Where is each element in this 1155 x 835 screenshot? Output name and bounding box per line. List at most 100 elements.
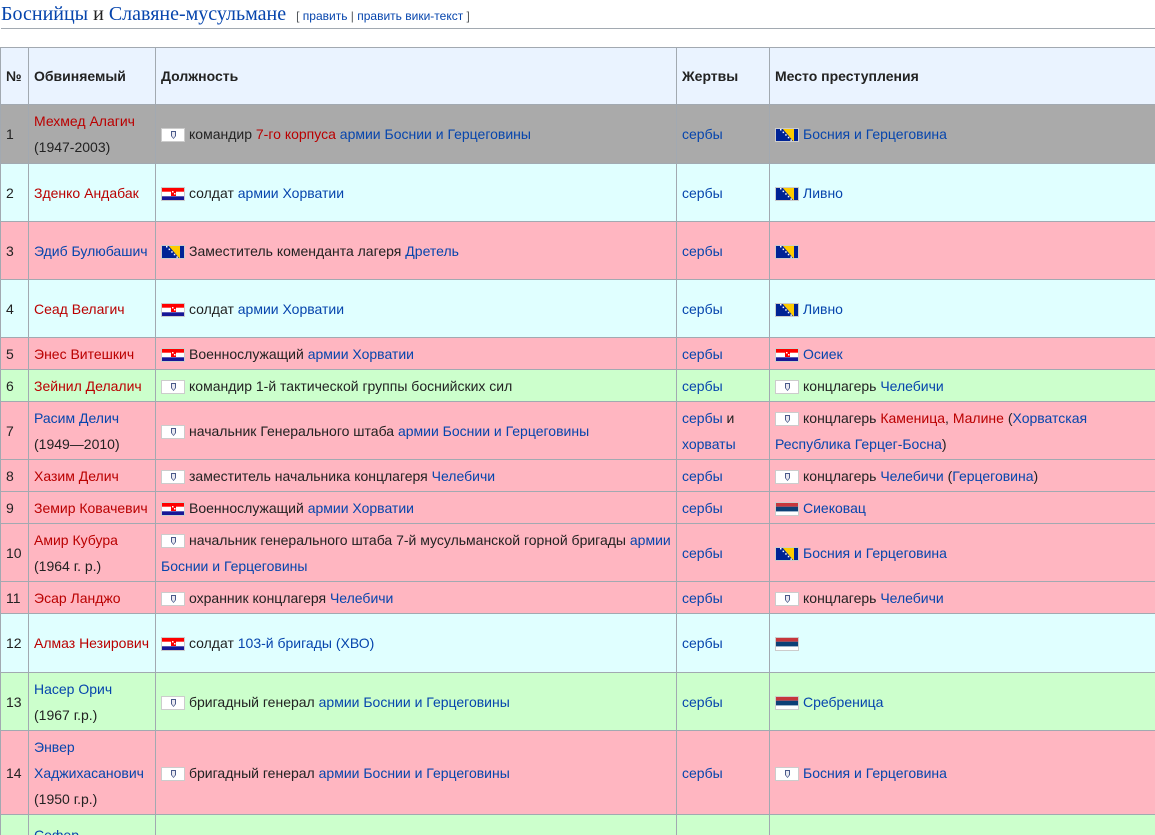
row-number: 7 [6, 422, 14, 439]
link[interactable]: Босния и Герцеговина [803, 544, 947, 561]
flag-icon [775, 766, 799, 781]
link[interactable]: армии Хорватии [237, 300, 345, 317]
link[interactable]: Сеад Велагич [34, 300, 125, 317]
link[interactable]: сербы [682, 635, 723, 651]
link[interactable]: армии Боснии и Герцеговины [161, 531, 671, 574]
link[interactable]: Ливно [803, 300, 843, 317]
link[interactable]: Эсар Ланджо [34, 589, 121, 606]
link[interactable]: сербы [682, 126, 723, 142]
link[interactable]: Малине [952, 409, 1004, 426]
link[interactable]: сербы [682, 693, 723, 710]
link[interactable]: сербы [682, 544, 723, 561]
link[interactable]: Челебичи [329, 589, 394, 606]
row-number: 12 [6, 635, 22, 651]
link[interactable]: Босния и Герцеговина [803, 764, 947, 781]
number-cell: 14 [0, 730, 29, 815]
link[interactable]: армии Хорватии [307, 499, 414, 516]
link[interactable]: Насер Орич [34, 680, 113, 697]
link[interactable]: Ливно [803, 184, 843, 201]
position-cell: охранник концлагеря Челебичи [155, 581, 677, 614]
link[interactable]: армии Боснии и Герцеговины [397, 422, 590, 439]
text: солдат [189, 300, 238, 317]
link[interactable]: Челебичи [431, 467, 496, 484]
link[interactable]: хорваты [682, 435, 736, 452]
link[interactable]: Алмаз Незирович [34, 635, 150, 651]
link[interactable]: Зденко Андабак [34, 184, 139, 201]
number-cell: 7 [0, 401, 29, 460]
flag-icon [775, 546, 799, 561]
row-number: 9 [6, 499, 14, 516]
link[interactable]: Осиек [803, 345, 843, 362]
place-cell: Ливно [769, 279, 1155, 338]
link[interactable]: Хорватская Республика Герцег-Босна [775, 409, 1088, 452]
link[interactable]: армии Хорватии [307, 345, 414, 362]
link[interactable]: Челебичи [880, 589, 944, 606]
flag-icon [775, 347, 799, 362]
years: (1947-2003) [34, 139, 111, 155]
link[interactable]: Энес Витешкич [34, 345, 135, 362]
link[interactable]: Зейнил Делалич [34, 377, 142, 394]
table-row: 5 Энес Витешкич Военнослужащий армии Хорва… [0, 337, 1155, 370]
link[interactable]: Эдиб Булюбашич [34, 242, 148, 259]
position-cell: Военнослужащий армии Хорватии [155, 337, 677, 370]
link[interactable]: сербы [682, 764, 723, 781]
link[interactable]: сербы [682, 345, 723, 362]
link[interactable]: армии Боснии и Герцеговины [318, 693, 510, 710]
text: [ [296, 9, 303, 23]
victims-cell: сербы [676, 730, 770, 815]
link[interactable]: сербы [682, 300, 723, 317]
link[interactable]: Сиековац [803, 499, 866, 516]
accused-cell: Энес Витешкич [28, 337, 156, 370]
link[interactable]: сербы [682, 499, 723, 516]
link[interactable]: Сребреница [803, 693, 884, 710]
link[interactable]: Челебичи [880, 377, 944, 394]
accused-cell: Эсар Ланджо [28, 581, 156, 614]
position-cell: заместитель начальника концлагеря Челеби… [155, 459, 677, 492]
table-row: Сефер [0, 814, 1155, 835]
victims-cell: сербы [676, 459, 770, 492]
link[interactable]: Челебичи [880, 467, 944, 484]
link[interactable]: Земир Ковачевич [34, 499, 148, 516]
link[interactable]: сербы [682, 409, 723, 426]
link[interactable]: сербы [682, 242, 723, 259]
link[interactable]: править [302, 9, 348, 23]
link[interactable]: сербы [682, 467, 723, 484]
link[interactable]: 103-й бригады (ХВО) [237, 635, 375, 651]
number-cell: 3 [0, 221, 29, 280]
link[interactable]: армии Боснии и Герцеговины [318, 764, 510, 781]
text: ( [943, 467, 953, 484]
row-number: 3 [6, 242, 14, 259]
link[interactable]: Мехмед Алагич [34, 113, 135, 129]
accused-cell: Амир Кубура (1964 г. р.) [28, 523, 156, 582]
link[interactable]: Боснийцы [1, 3, 89, 25]
link[interactable]: армии Боснии и Герцеговины [339, 126, 531, 142]
accused-cell: Земир Ковачевич [28, 491, 156, 524]
link[interactable]: Дретель [405, 242, 459, 259]
link[interactable]: сербы [682, 589, 723, 606]
link[interactable]: Расим Делич [34, 409, 120, 426]
link[interactable]: Герцеговина [952, 467, 1034, 484]
link[interactable]: 7-го корпуса [255, 126, 336, 142]
accused-cell: Сефер [28, 814, 156, 835]
number-cell: 4 [0, 279, 29, 338]
victims-cell: сербы [676, 104, 770, 164]
link[interactable]: Славяне-мусульмане [108, 3, 287, 25]
row-number: 4 [6, 300, 14, 317]
column-header: № [0, 47, 29, 105]
link[interactable]: Сефер [34, 826, 79, 835]
link[interactable]: сербы [682, 184, 723, 201]
text: ) [941, 435, 947, 452]
header-row: № Обвиняемый Должность Жертвы Место преступл… [0, 47, 1155, 105]
link[interactable]: сербы [682, 377, 723, 394]
link[interactable]: Амир Кубура [34, 531, 118, 548]
link[interactable]: армии Хорватии [237, 184, 345, 201]
link[interactable]: Энвер Хаджихасанович [34, 738, 144, 781]
victims-cell: сербы [676, 613, 770, 673]
link[interactable]: Каменица [880, 409, 946, 426]
link[interactable]: править вики-текст [357, 9, 464, 23]
flag-icon [161, 501, 185, 516]
place-cell [769, 221, 1155, 280]
link[interactable]: Хазим Делич [34, 467, 119, 484]
place-cell: Сребреница [769, 672, 1155, 731]
link[interactable]: Босния и Герцеговина [803, 126, 947, 142]
